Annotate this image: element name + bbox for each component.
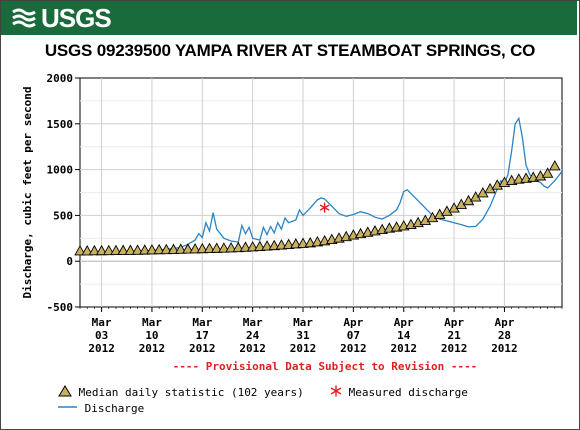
median-point xyxy=(534,170,547,181)
line-swatch-icon xyxy=(58,406,77,408)
x-tick-label: 2012 xyxy=(340,342,367,355)
median-point xyxy=(160,243,173,255)
x-tick-label: 28 xyxy=(498,329,511,342)
median-point xyxy=(239,241,252,252)
median-point xyxy=(275,239,288,250)
measured-point-stroke xyxy=(319,204,330,211)
measured-point xyxy=(319,202,330,213)
median-point xyxy=(182,243,194,254)
median-point xyxy=(549,160,561,171)
median-point xyxy=(138,244,151,255)
x-tick-label: 03 xyxy=(95,329,108,342)
usgs-logo: USGS xyxy=(11,3,112,33)
x-tick-label: Mar xyxy=(192,316,212,329)
y-tick-label: 500 xyxy=(53,209,73,222)
x-tick-label: 31 xyxy=(296,329,310,342)
x-tick-label: 2012 xyxy=(491,342,518,355)
median-point xyxy=(210,242,223,253)
median-point xyxy=(419,214,432,225)
median-point xyxy=(491,179,504,190)
asterisk-marker-icon xyxy=(330,385,342,397)
median-point xyxy=(282,238,295,249)
usgs-wave-icon xyxy=(12,8,36,28)
provisional-note: ---- Provisional Data Subject to Revisio… xyxy=(173,360,478,373)
median-point xyxy=(268,239,281,251)
median-point xyxy=(74,245,86,256)
x-tick-label: Apr xyxy=(495,316,515,329)
usgs-logo-text: USGS xyxy=(41,3,112,33)
x-tick-label: 2012 xyxy=(239,342,266,355)
median-point xyxy=(246,240,259,252)
y-axis-label: Discharge, cubic feet per second xyxy=(21,87,34,299)
x-tick-label: 14 xyxy=(397,329,411,342)
legend-discharge-label: Discharge xyxy=(84,402,145,415)
y-tick-label: 1500 xyxy=(47,118,74,131)
legend-median: Median daily statistic (102 years) xyxy=(58,385,304,399)
median-point xyxy=(124,244,137,255)
x-tick-label: 24 xyxy=(246,329,260,342)
x-tick-label: 21 xyxy=(447,329,461,342)
median-point xyxy=(131,244,144,255)
median-point xyxy=(261,240,273,251)
triangle-marker-icon xyxy=(58,385,72,397)
median-point xyxy=(254,240,266,251)
x-tick-label: Apr xyxy=(444,316,464,329)
legend-median-label: Median daily statistic (102 years) xyxy=(78,386,304,399)
x-tick-label: 10 xyxy=(145,329,158,342)
x-tick-label: 2012 xyxy=(189,342,216,355)
x-tick-label: Apr xyxy=(343,316,363,329)
x-tick-label: Mar xyxy=(243,316,263,329)
median-point xyxy=(88,244,101,256)
x-tick-label: 2012 xyxy=(88,342,115,355)
chart-title: USGS 09239500 YAMPA RIVER AT STEAMBOAT S… xyxy=(44,41,536,60)
x-tick-label: 07 xyxy=(347,329,360,342)
median-point xyxy=(146,244,158,255)
median-point xyxy=(297,237,309,248)
x-tick-label: Mar xyxy=(92,316,112,329)
y-tick-label: 2000 xyxy=(47,72,74,85)
legend-discharge: Discharge xyxy=(58,401,144,415)
x-tick-label: Mar xyxy=(142,316,162,329)
x-tick-label: 2012 xyxy=(441,342,468,355)
y-tick-label: -500 xyxy=(47,301,74,314)
median-point xyxy=(290,238,302,249)
x-tick-label: 2012 xyxy=(390,342,417,355)
median-point xyxy=(110,244,122,256)
median-point xyxy=(153,243,165,255)
median-point xyxy=(189,242,201,254)
x-tick-label: Apr xyxy=(394,316,414,329)
median-point xyxy=(232,241,245,253)
legend-measured: Measured discharge xyxy=(330,385,468,399)
median-point xyxy=(174,243,187,254)
median-point xyxy=(117,244,129,255)
x-tick-label: 2012 xyxy=(290,342,317,355)
median-point xyxy=(103,244,115,256)
x-tick-label: 2012 xyxy=(139,342,166,355)
median-point xyxy=(196,242,209,254)
median-point xyxy=(218,242,230,253)
median-point xyxy=(203,242,216,254)
legend-measured-label: Measured discharge xyxy=(348,386,468,399)
median-point xyxy=(95,244,108,256)
median-point xyxy=(167,243,180,254)
usgs-banner: USGS xyxy=(1,1,577,35)
x-tick-label: 17 xyxy=(196,329,209,342)
median-point xyxy=(225,241,237,253)
x-tick-label: Mar xyxy=(293,316,313,329)
y-tick-label: 0 xyxy=(66,255,73,268)
y-tick-label: 1000 xyxy=(47,164,74,177)
median-point xyxy=(541,167,554,178)
median-point xyxy=(81,245,93,256)
